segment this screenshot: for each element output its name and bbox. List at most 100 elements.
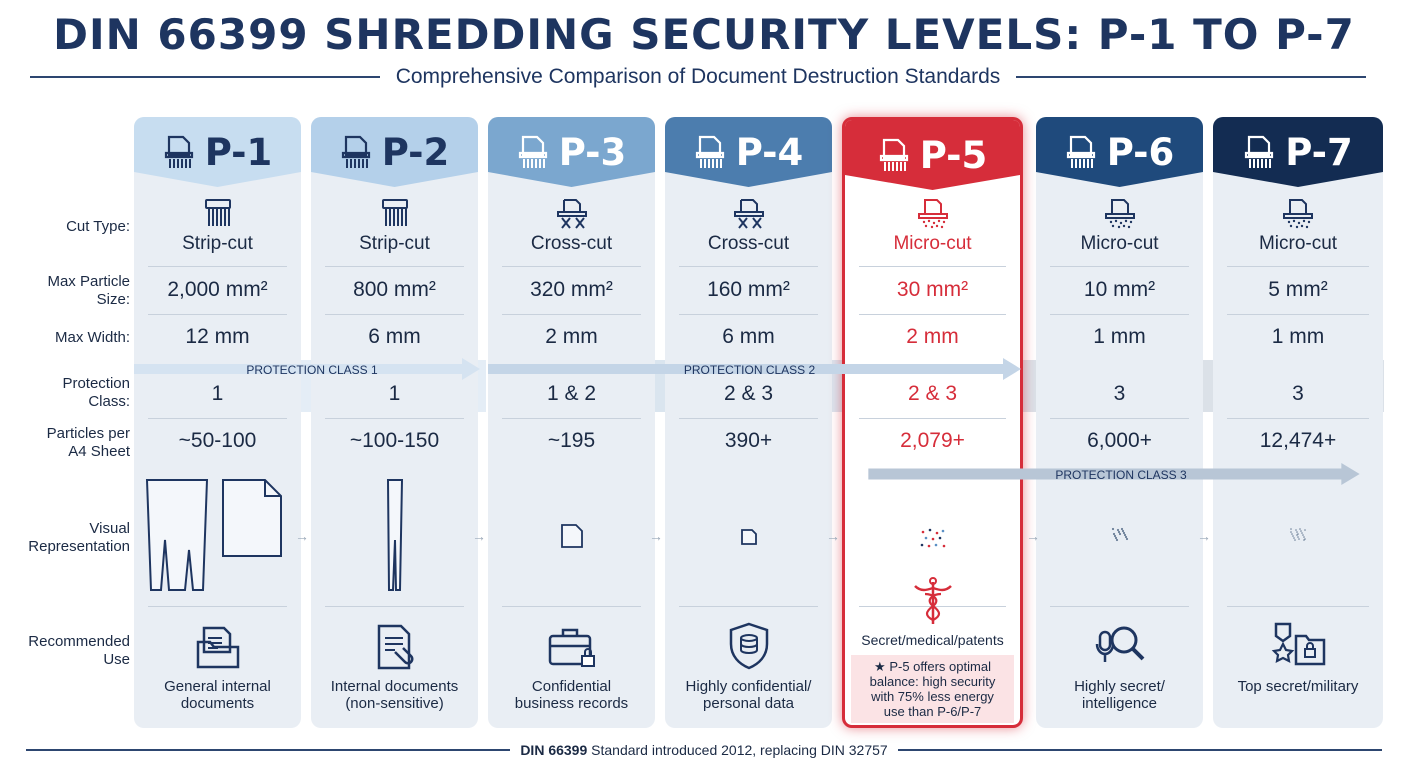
protection-arrow-label-3: PROTECTION CLASS 3	[1055, 468, 1187, 482]
level-column-p-2: P-2 Strip-cut 800 mm² 6 mm 1 ~100-150 Internal…	[311, 117, 478, 728]
cross-cut-piece-icon	[560, 524, 583, 548]
particles-per-sheet-value: ~100-150	[349, 429, 440, 452]
row-divider	[859, 314, 1006, 315]
level-header: P-3	[488, 117, 655, 187]
recommended-use-text: General internal documents	[164, 678, 271, 712]
cut-type-cell: Cross-cut	[488, 196, 655, 255]
protection-class-value: 1	[388, 382, 401, 405]
level-code: P-5	[919, 133, 988, 177]
cut-type-icon	[917, 199, 948, 229]
row-divider	[148, 314, 287, 315]
flow-arrow-icon: →	[472, 528, 486, 544]
level-header: P-2	[311, 117, 478, 187]
level-code: P-6	[1106, 130, 1175, 174]
microphone-magnifier-icon	[1095, 626, 1144, 662]
visual-representation	[665, 527, 832, 552]
protection-arrow-label-1: PROTECTION CLASS 1	[246, 363, 378, 377]
shredder-icon	[341, 135, 370, 168]
max-particle-value: 2,000 mm²	[167, 278, 268, 301]
subtitle-rule-right	[1016, 76, 1366, 78]
cut-type-icon	[381, 199, 408, 226]
protection-class-value: 2 & 3	[723, 382, 774, 405]
row-divider	[325, 606, 464, 607]
cut-type-icon	[733, 199, 764, 229]
recommended-use-text: Highly confidential/ personal data	[685, 678, 812, 712]
recommended-use-text: Top secret/military	[1237, 678, 1359, 695]
max-width-value: 6 mm	[368, 325, 421, 348]
row-divider	[1227, 266, 1369, 267]
level-column-p-7: P-7 Micro-cut 5 mm² 1 mm 3 12,474+ Top secret/…	[1213, 117, 1383, 728]
protection-arrow-1	[134, 358, 480, 380]
visual-representation	[134, 478, 301, 603]
max-width-value: 6 mm	[722, 325, 775, 348]
shredder-icon	[1066, 135, 1095, 168]
recommended-use-text: Highly secret/ intelligence	[1074, 678, 1165, 712]
micro-particles-icon	[920, 528, 945, 548]
recommended-use-text: Internal documents (non-sensitive)	[330, 678, 459, 712]
row-divider	[1050, 606, 1189, 607]
micro-particles-icon	[1111, 527, 1128, 542]
footer-rest: Standard introduced 2012, replacing DIN …	[591, 742, 888, 758]
protection-class-value: 3	[1292, 382, 1304, 405]
flow-arrow-icon: →	[826, 528, 840, 544]
level-header: P-6	[1036, 117, 1203, 187]
row-divider	[1050, 266, 1189, 267]
flow-arrow-icon: →	[649, 528, 663, 544]
max-width-value: 1 mm	[1271, 325, 1325, 348]
visual-representation	[1213, 526, 1383, 549]
level-code: P-3	[558, 130, 627, 174]
level-column-p-1: P-1 Strip-cut 2,000 mm² 12 mm 1 ~50-100 Genera…	[134, 117, 301, 728]
cut-type-value: Cross-cut	[707, 233, 790, 254]
max-particle-value: 800 mm²	[353, 278, 436, 301]
visual-representation	[845, 526, 1020, 557]
max-particle-value: 30 mm²	[896, 278, 969, 301]
row-divider	[859, 266, 1006, 267]
shredder-icon	[518, 135, 547, 168]
protection-class-value: 3	[1113, 382, 1126, 405]
cut-type-value: Micro-cut	[893, 233, 972, 254]
row-divider	[679, 314, 818, 315]
max-particle-value: 320 mm²	[530, 278, 613, 301]
level-header: P-1	[134, 117, 301, 187]
strip-pieces-icon	[145, 479, 282, 591]
row-divider	[679, 606, 818, 607]
cut-type-cell: Cross-cut	[665, 196, 832, 255]
recommended-use-cell: Highly confidential/ personal data	[665, 618, 832, 712]
strip-piece-icon	[386, 479, 403, 591]
row-divider	[325, 314, 464, 315]
row-divider	[325, 418, 464, 419]
shield-database-icon	[729, 622, 768, 670]
row-divider	[859, 418, 1006, 419]
cut-type-cell: Strip-cut	[134, 196, 301, 255]
level-code: P-7	[1285, 130, 1353, 174]
max-width-value: 12 mm	[185, 325, 250, 348]
footer: DIN 66399 Standard introduced 2012, repl…	[26, 740, 1382, 760]
shredder-icon	[695, 135, 724, 168]
protection-class-value: 1 & 2	[546, 382, 597, 405]
cut-type-icon	[204, 199, 231, 226]
max-width-value: 2 mm	[906, 325, 959, 348]
protection-arrow-label-2: PROTECTION CLASS 2	[683, 363, 816, 377]
protection-arrow-2	[488, 358, 1021, 380]
max-particle-value: 10 mm²	[1083, 278, 1156, 301]
cut-type-value: Strip-cut	[359, 233, 430, 254]
visual-representation	[1036, 526, 1203, 549]
footer-text: DIN 66399 Standard introduced 2012, repl…	[520, 742, 887, 758]
row-label-use: Recommended Use	[28, 633, 130, 668]
row-divider	[1050, 314, 1189, 315]
level-code: P-4	[735, 130, 804, 174]
row-label-protection: Protection Class:	[62, 375, 130, 410]
recommended-use-cell: General internal documents	[134, 618, 301, 712]
particles-per-sheet-value: 6,000+	[1087, 429, 1152, 452]
visual-representation	[488, 522, 655, 555]
row-divider	[502, 606, 641, 607]
max-width-value: 1 mm	[1093, 325, 1146, 348]
row-divider	[1227, 606, 1369, 607]
level-column-p-5: P-5 Micro-cut 30 mm² 2 mm 2 & 3 2,079+ Secret/…	[842, 117, 1023, 728]
recommended-use-text: Secret/medical/patents	[861, 632, 1004, 648]
level-column-p-6: P-6 Micro-cut 10 mm² 1 mm 3 6,000+ Highly secr…	[1036, 117, 1203, 728]
row-divider	[148, 606, 287, 607]
footer-bold: DIN 66399	[520, 742, 588, 758]
particles-per-sheet-value: ~50-100	[178, 429, 257, 452]
subtitle: Comprehensive Comparison of Document Des…	[395, 65, 1001, 88]
